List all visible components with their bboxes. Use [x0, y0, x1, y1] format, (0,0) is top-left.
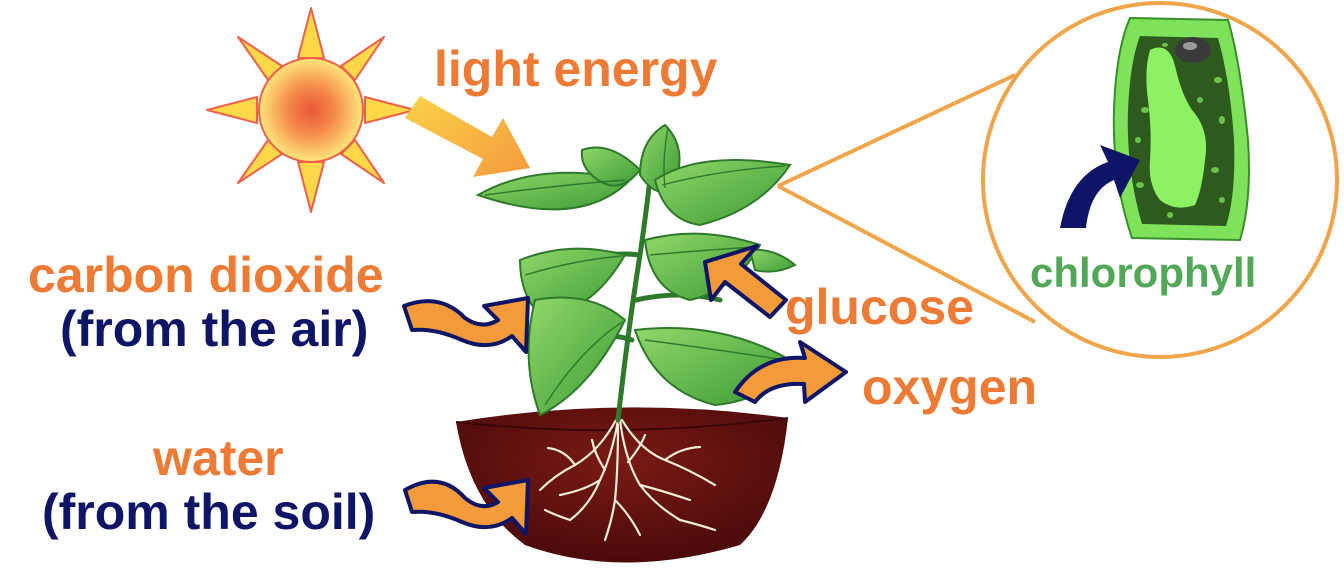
label-water: water [153, 430, 284, 486]
chlorophyll-pointer-arrow [1060, 145, 1140, 228]
label-from-the-air: (from the air) [60, 301, 369, 357]
label-from-the-soil: (from the soil) [42, 484, 376, 540]
label-carbon-dioxide: carbon dioxide [28, 247, 384, 303]
nucleus [1175, 37, 1211, 63]
leaf [527, 296, 627, 417]
light-energy-arrow [405, 96, 530, 177]
chloroplasts [1135, 43, 1225, 218]
oxygen-arrow [733, 340, 848, 404]
carbon-dioxide-arrow [402, 296, 530, 354]
plant-cell [1112, 16, 1250, 242]
leaf-veins [484, 127, 786, 406]
leaf [580, 146, 642, 187]
leaf [748, 248, 797, 273]
label-light-energy: light energy [434, 41, 718, 97]
roots [538, 418, 717, 542]
label-chlorophyll: chlorophyll [1030, 249, 1257, 296]
sun-icon [206, 7, 416, 213]
label-oxygen: oxygen [862, 359, 1038, 415]
label-glucose: glucose [785, 279, 974, 335]
water-arrow [403, 478, 530, 536]
leaf [653, 159, 792, 227]
glucose-arrow [703, 244, 788, 319]
magnifier-connector [777, 73, 1036, 324]
